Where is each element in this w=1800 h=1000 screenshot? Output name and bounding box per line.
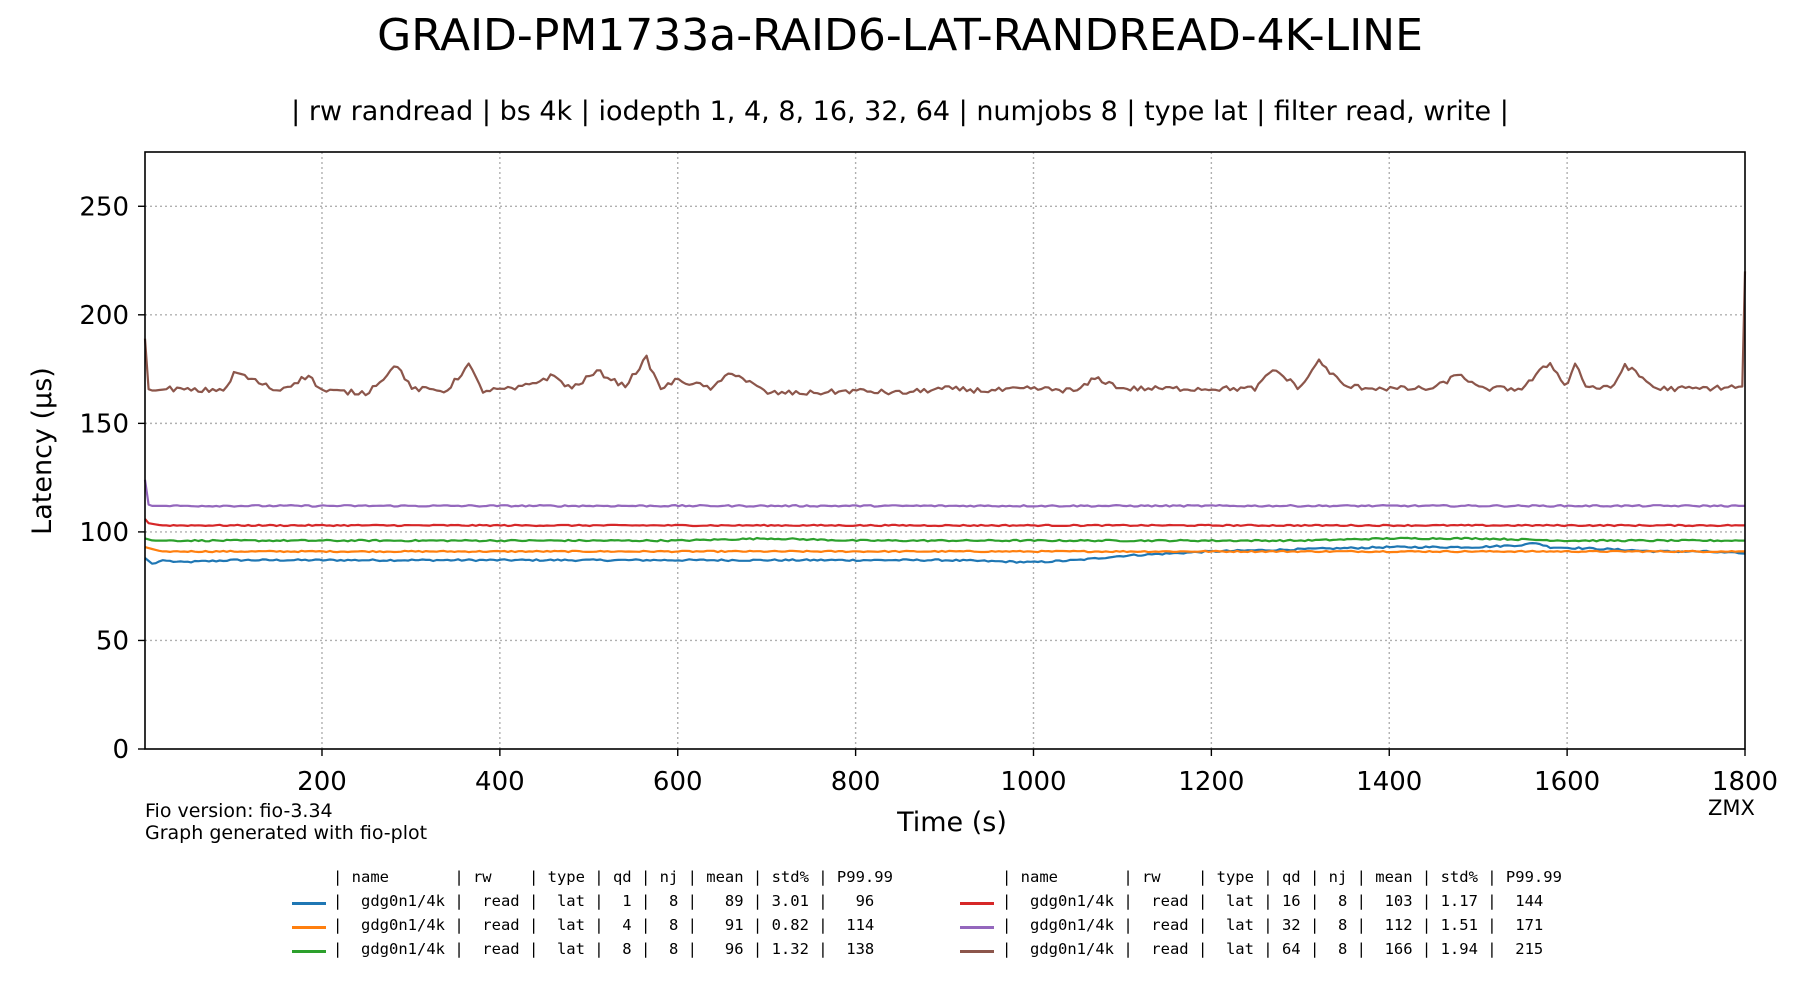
x-tick-label: 1200 — [1178, 767, 1244, 797]
series-line-1 — [144, 541, 1746, 565]
y-tick-label: 250 — [79, 192, 129, 222]
x-tick-label: 1800 — [1712, 767, 1778, 797]
x-axis-label: Time (s) — [896, 807, 1007, 838]
x-tick-label: 1600 — [1534, 767, 1600, 797]
x-tick-label: 1400 — [1356, 767, 1422, 797]
y-axis-label: Latency (µs) — [27, 367, 58, 535]
series-line-4 — [144, 518, 1745, 528]
y-tick-label: 50 — [96, 626, 129, 656]
y-tick-label: 200 — [79, 301, 129, 331]
grid-lines — [145, 152, 1745, 749]
plot-frame — [144, 151, 1746, 750]
series-line-2 — [144, 546, 1745, 554]
x-tick-label: 600 — [653, 767, 703, 797]
y-tick-label: 150 — [79, 409, 129, 439]
x-tick-label: 800 — [831, 767, 881, 797]
x-tick-label: 200 — [297, 767, 347, 797]
series-line-5 — [143, 479, 1745, 508]
watermark-text: ZMX — [1708, 796, 1755, 820]
fio-version-note: Fio version: fio-3.34 — [145, 800, 333, 822]
y-tick-label: 0 — [112, 735, 129, 765]
chart-title: GRAID-PM1733a-RAID6-LAT-RANDREAD-4K-LINE — [377, 10, 1423, 61]
x-tick-label: 1000 — [1000, 767, 1066, 797]
series-lines — [143, 271, 1747, 565]
chart-subtitle: | rw randread | bs 4k | iodepth 1, 4, 8,… — [291, 96, 1509, 127]
series-line-6 — [143, 271, 1747, 397]
x-axis-ticks: 200 400 600 800 1000 1200 1400 1600 1800 — [297, 749, 1778, 797]
y-axis-ticks: 0 50 100 150 200 250 — [79, 192, 145, 765]
y-tick-label: 100 — [79, 518, 129, 548]
generated-by-note: Graph generated with fio-plot — [145, 822, 428, 844]
x-tick-label: 400 — [475, 767, 525, 797]
series-line-3 — [144, 536, 1745, 543]
